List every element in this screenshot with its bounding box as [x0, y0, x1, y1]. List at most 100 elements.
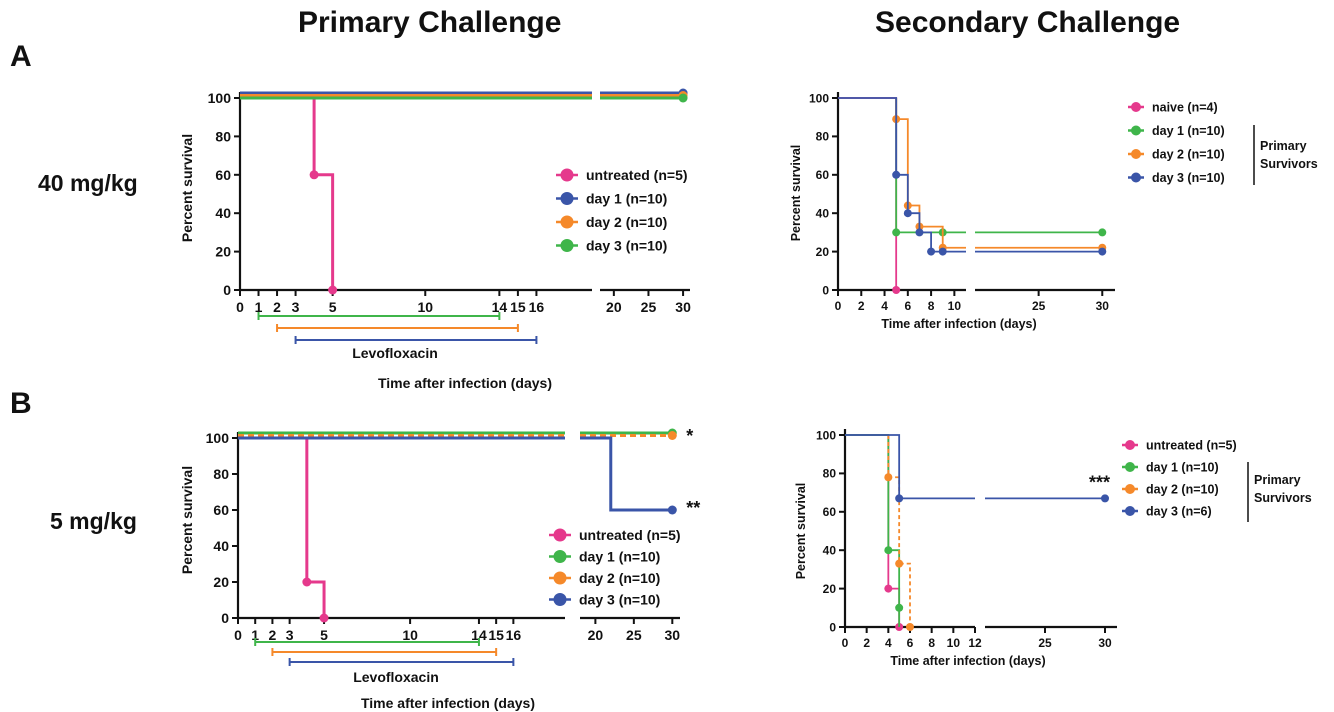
- B-primary-series-point-1: [319, 613, 329, 623]
- A-primary-xtick-label: 2: [273, 299, 281, 315]
- B-secondary-xtick-label: 30: [1098, 636, 1112, 650]
- A-primary-series-line-1: [240, 96, 335, 290]
- A-primary-xtick-label: 5: [329, 299, 337, 315]
- A-primary-legend-swatch-dot: [560, 239, 574, 252]
- A-secondary-series-point-4: [938, 247, 947, 256]
- A-secondary-ytick-label: 0: [822, 283, 829, 297]
- B-secondary-ytick-label: 40: [823, 544, 837, 558]
- B-primary-xtick-label: 0: [234, 627, 242, 643]
- panel-letter-a: A: [10, 40, 32, 73]
- B-secondary-xtick-label: 4: [885, 636, 892, 650]
- B-primary-legend-label-4: day 3 (n=10): [579, 591, 660, 607]
- B-secondary-ytick-label: 60: [823, 505, 837, 519]
- B-primary-xtick-label: 3: [286, 627, 294, 643]
- A-primary-ytick-label: 20: [215, 244, 231, 260]
- A-secondary-legend-label-2: day 1 (n=10): [1152, 124, 1225, 138]
- B-primary-ytick-label: 0: [221, 610, 229, 626]
- A-primary-ytick-label: 0: [223, 282, 231, 298]
- A-secondary-ytick-label: 40: [816, 207, 830, 221]
- A-primary-treatment-label: Levofloxacin: [352, 345, 438, 361]
- A-primary-ytick-label: 60: [215, 167, 231, 183]
- B-secondary-series-line-2: [845, 434, 901, 627]
- A-secondary-ytick-label: 60: [816, 168, 830, 182]
- A-secondary-xtick-label: 2: [858, 299, 865, 313]
- A-secondary-legend-label-4: day 3 (n=10): [1152, 171, 1225, 185]
- B-secondary-series-line-4: [845, 434, 1105, 500]
- B-secondary-series-line-3: [887, 435, 911, 627]
- A-primary-xtick-label: 30: [675, 299, 691, 315]
- B-primary-legend-swatch-dot: [553, 550, 567, 563]
- B-secondary-ytick-label: 20: [823, 582, 837, 596]
- A-secondary-legend-swatch-dot: [1131, 172, 1141, 183]
- B-secondary-legend-group-label: Survivors: [1254, 491, 1312, 505]
- A-secondary-legend-swatch-dot: [1131, 102, 1141, 112]
- A-secondary-xtick-label: 0: [835, 299, 842, 313]
- A-secondary-xtick-label: 25: [1032, 299, 1046, 313]
- A-primary-xtick-label: 16: [529, 299, 545, 315]
- secondary-challenge-title: Secondary Challenge: [875, 6, 1181, 39]
- B-secondary-series-point-2: [884, 546, 893, 555]
- B-primary-annotation-2: **: [686, 498, 700, 518]
- B-primary-treatment-label: Levofloxacin: [353, 669, 439, 685]
- B-secondary-ytick-label: 0: [829, 620, 836, 634]
- B-primary-ytick-label: 60: [213, 502, 229, 518]
- A-secondary-legend-label-1: naive (n=4): [1152, 100, 1218, 114]
- A-primary-xtick-label: 14: [492, 299, 508, 315]
- B-secondary-y-axis-label: Percent survival: [794, 483, 808, 580]
- A-primary-legend-label-4: day 3 (n=10): [586, 237, 667, 253]
- B-secondary-legend-group-label: Primary: [1254, 473, 1301, 487]
- B-primary-series-line-1: [238, 436, 326, 618]
- A-primary-ytick-label: 80: [215, 128, 231, 144]
- A-primary-xtick-label: 3: [292, 299, 300, 315]
- A-primary-series-point-1: [309, 170, 319, 180]
- B-secondary-x-axis-label: Time after infection (days): [890, 654, 1045, 668]
- B-primary-series-line-4: [238, 436, 673, 512]
- A-secondary-ytick-label: 20: [816, 245, 830, 259]
- A-secondary-legend-group-label: Survivors: [1260, 157, 1318, 171]
- B-secondary-annotation-1: ***: [1089, 472, 1110, 492]
- A-secondary-series-point-4: [915, 228, 924, 237]
- A-secondary-xtick-label: 4: [881, 299, 888, 313]
- B-primary-y-axis-label: Percent survival: [179, 466, 195, 574]
- A-primary-ytick-label: 100: [208, 90, 232, 106]
- B-secondary-series-point-3: [884, 473, 893, 482]
- B-secondary-xtick-label: 6: [907, 636, 914, 650]
- B-secondary-series-point-1: [884, 584, 893, 593]
- A-primary-x-axis-label: Time after infection (days): [378, 375, 552, 391]
- B-primary-ytick-label: 100: [206, 430, 230, 446]
- B-primary-series-point-4: [667, 505, 677, 515]
- A-primary-xtick-label: 20: [606, 299, 622, 315]
- B-secondary-legend-swatch-dot: [1125, 440, 1135, 450]
- B-secondary-series-line-1: [845, 434, 901, 627]
- B-primary-legend-label-3: day 2 (n=10): [579, 570, 660, 586]
- B-primary-xtick-label: 1: [251, 627, 259, 643]
- B-secondary-xtick-label: 12: [968, 636, 982, 650]
- A-secondary-series-point-2: [892, 228, 901, 237]
- A-secondary-legend-swatch-dot: [1131, 125, 1141, 136]
- B-primary-xtick-label: 15: [488, 627, 504, 643]
- A-secondary-series-line-4: [838, 97, 1103, 253]
- A-secondary-ytick-label: 100: [809, 91, 829, 105]
- dose-label-40: 40 mg/kg: [38, 170, 138, 196]
- A-secondary-xtick-label: 30: [1096, 299, 1110, 313]
- B-primary-series-point-3: [667, 431, 677, 440]
- B-primary-legend-label-1: untreated (n=5): [579, 527, 681, 543]
- B-primary-xtick-label: 2: [269, 627, 277, 643]
- A-secondary-series-line-3: [895, 98, 1103, 249]
- B-primary-legend-label-2: day 1 (n=10): [579, 548, 660, 564]
- A-primary-xtick-label: 0: [236, 299, 244, 315]
- B-primary-series-point-1: [302, 577, 312, 587]
- A-secondary-legend-group-label: Primary: [1260, 139, 1307, 153]
- B-secondary-xtick-label: 2: [863, 636, 870, 650]
- B-secondary-series-point-4: [895, 494, 904, 503]
- B-secondary-legend-label-3: day 2 (n=10): [1146, 482, 1219, 496]
- A-secondary-xtick-label: 10: [948, 299, 962, 313]
- A-primary-legend-swatch-dot: [560, 215, 574, 229]
- B-primary-ytick-label: 40: [213, 538, 229, 554]
- A-secondary-series-point-4: [892, 170, 901, 179]
- A-primary-legend-swatch-dot: [560, 168, 574, 182]
- B-secondary-legend-swatch-dot: [1125, 462, 1135, 472]
- A-secondary-series-point-4: [1098, 247, 1107, 256]
- B-primary-annotation-1: *: [686, 426, 693, 446]
